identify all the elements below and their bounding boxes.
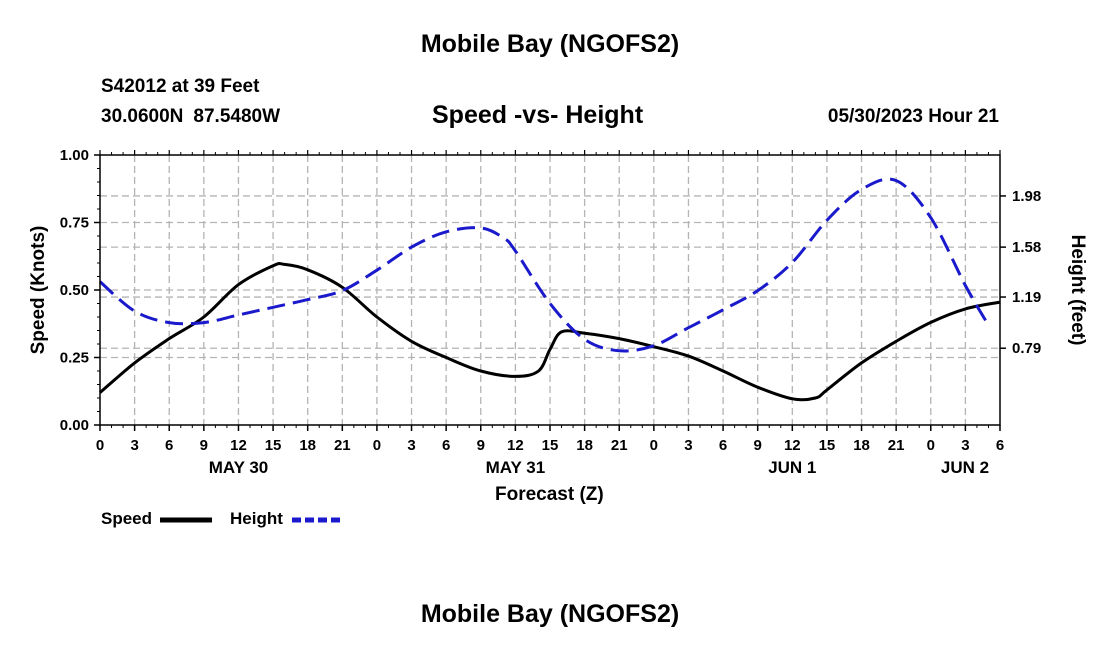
x-tick-label: 12: [784, 437, 801, 454]
x-tick-label: 3: [130, 437, 138, 454]
y2-tick-label: 1.58: [1012, 239, 1041, 256]
y2-axis-label: Height (feet): [1067, 235, 1088, 346]
x-tick-label: 3: [407, 437, 415, 454]
height-series-line: [99, 177, 990, 353]
x-tick-label: 9: [200, 437, 208, 454]
x-tick-label: 21: [888, 437, 905, 454]
x-day-label: MAY 30: [209, 458, 269, 477]
y2-tick-label: 1.19: [1012, 289, 1041, 306]
axis-layer: 0 3 6 9 12 15 18 21 0 3 6 9 12 15 18 21 0 3 6 9 12 15 18 21 0 3 6 M…: [60, 147, 1041, 477]
x-axis-label: Forecast (Z): [495, 484, 604, 505]
y-tick-label: 0.50: [60, 282, 89, 299]
x-tick-label: 15: [542, 437, 559, 454]
x-tick-label: 21: [334, 437, 351, 454]
x-tick-label: 18: [299, 437, 316, 454]
x-tick-label: 6: [719, 437, 727, 454]
y2-tick-label: 1.98: [1012, 188, 1041, 205]
y-tick-label: 0.25: [60, 350, 89, 367]
x-tick-label: 6: [165, 437, 173, 454]
x-tick-label: 15: [265, 437, 282, 454]
x-tick-label: 18: [853, 437, 870, 454]
x-tick-label: 0: [96, 437, 104, 454]
legend-speed-label: Speed: [101, 509, 153, 528]
speed-height-chart: 0 3 6 9 12 15 18 21 0 3 6 9 12 15 18 21 0 3 6 9 12 15 18 21 0 3 6 M…: [28, 147, 1088, 523]
x-tick-label: 9: [477, 437, 485, 454]
x-tick-label: 3: [684, 437, 692, 454]
longitude-label: 87.5480W: [193, 106, 281, 127]
y-axis-label: Speed (Knots): [28, 226, 49, 355]
x-day-label: JUN 2: [941, 458, 989, 477]
series-layer: [99, 177, 1001, 402]
speed-series-line: [99, 262, 1001, 402]
y-tick-label: 0.00: [60, 417, 89, 434]
x-tick-label: 12: [507, 437, 524, 454]
x-day-label: JUN 1: [768, 458, 816, 477]
x-tick-label: 0: [650, 437, 658, 454]
x-tick-label: 6: [442, 437, 450, 454]
y-tick-label: 1.00: [60, 147, 89, 164]
x-tick-label: 15: [819, 437, 836, 454]
x-tick-label: 3: [961, 437, 969, 454]
x-tick-label: 0: [927, 437, 935, 454]
chart-title: Speed -vs- Height: [432, 101, 644, 129]
grid-layer: [100, 155, 1000, 425]
x-day-label: MAY 31: [486, 458, 546, 477]
forecast-timestamp: 05/30/2023 Hour 21: [827, 106, 999, 127]
station-id-label: S42012 at 39 Feet: [101, 76, 260, 97]
x-tick-label: 0: [373, 437, 381, 454]
x-tick-label: 18: [576, 437, 593, 454]
page-title: Mobile Bay (NGOFS2): [420, 30, 680, 58]
x-tick-label: 9: [754, 437, 762, 454]
y2-tick-label: 0.79: [1012, 340, 1041, 357]
x-tick-label: 12: [230, 437, 247, 454]
station-coordinates: 30.0600N 87.5480W: [101, 106, 280, 128]
x-tick-label: 6: [996, 437, 1004, 454]
footer-title: Mobile Bay (NGOFS2): [420, 600, 680, 628]
latitude-label: 30.0600N: [101, 106, 184, 127]
legend-height-label: Height: [230, 509, 283, 528]
x-tick-label: 21: [611, 437, 628, 454]
y-tick-label: 0.75: [60, 215, 89, 232]
